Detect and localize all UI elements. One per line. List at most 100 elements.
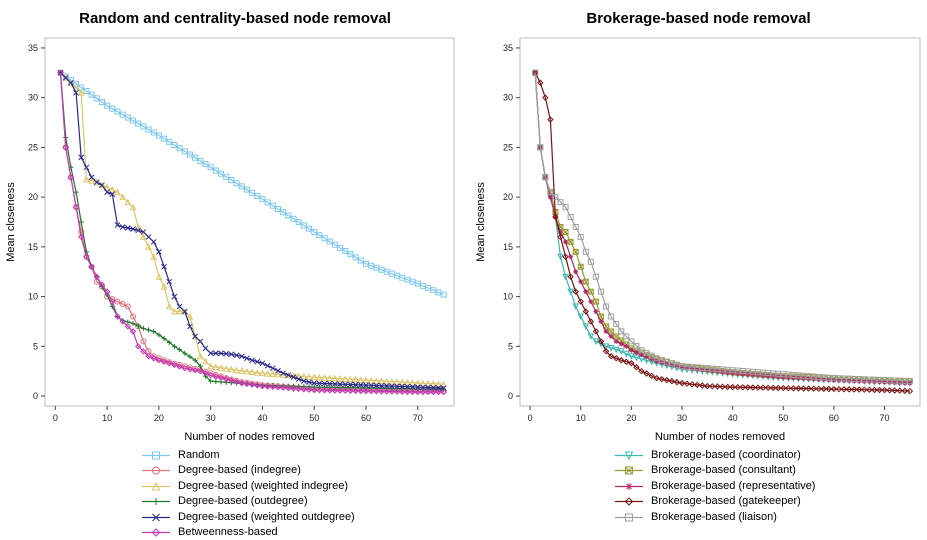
data-point-marker	[187, 354, 193, 360]
data-point-marker	[192, 357, 198, 363]
data-point-marker	[850, 386, 858, 393]
data-point-marker	[150, 355, 157, 362]
data-point-marker	[269, 370, 277, 377]
data-point-marker	[326, 380, 333, 387]
data-point-marker	[373, 388, 380, 395]
data-point-marker	[274, 205, 281, 212]
data-point-marker	[871, 379, 877, 385]
data-point-marker	[316, 373, 323, 381]
data-point-marker	[587, 258, 594, 265]
data-point-marker	[820, 385, 828, 393]
data-point-marker	[166, 339, 172, 345]
data-point-marker	[233, 180, 240, 187]
data-point-marker	[587, 318, 595, 325]
data-point-marker	[212, 363, 220, 371]
legend-label: Degree-based (weighted outdegree)	[178, 510, 355, 523]
left-plot-area: 0 10 20 30 40 50 60 70 0 5 10 15 20 25 30 35 Number of n…	[5, 37, 455, 443]
data-point-marker	[228, 351, 235, 358]
data-point-marker	[192, 154, 199, 161]
data-point-marker	[542, 174, 549, 181]
data-point-marker	[608, 333, 614, 339]
data-point-marker	[83, 164, 90, 171]
data-point-marker	[337, 244, 344, 251]
data-point-marker	[182, 350, 188, 356]
series-line	[60, 72, 444, 389]
y-tick-label: 25	[503, 142, 513, 152]
series-line	[534, 72, 910, 382]
data-point-marker	[166, 360, 173, 367]
data-point-marker	[754, 384, 762, 391]
data-point-marker	[815, 385, 822, 393]
data-point-marker	[83, 175, 90, 183]
data-point-marker	[435, 380, 442, 387]
data-point-marker	[367, 387, 375, 395]
data-point-marker	[151, 481, 161, 491]
data-point-marker	[845, 386, 853, 393]
data-point-marker	[688, 381, 696, 388]
data-point-marker	[906, 387, 914, 395]
data-point-marker	[207, 164, 214, 171]
data-point-marker	[145, 234, 152, 240]
data-point-marker	[618, 341, 624, 347]
data-point-marker	[562, 204, 569, 211]
series-line	[59, 72, 444, 392]
data-point-marker	[156, 332, 162, 338]
data-point-marker	[264, 383, 271, 390]
data-point-marker	[108, 186, 116, 193]
right-chart-panel: Brokerage-based node removal 0 10 20 30 40 50…	[470, 0, 927, 533]
series-brokerage-based-coordinator	[531, 69, 914, 387]
data-point-marker	[72, 203, 80, 211]
plot-frame	[44, 37, 455, 407]
data-point-marker	[587, 288, 594, 295]
y-axis-title: Mean closeness	[5, 182, 17, 262]
legend-swatch	[615, 466, 643, 475]
data-point-marker	[161, 135, 168, 142]
data-point-marker	[567, 273, 574, 280]
legend-label: Random	[178, 449, 220, 461]
data-point-marker	[212, 350, 219, 357]
data-point-marker	[316, 232, 323, 239]
data-point-marker	[383, 388, 390, 395]
legend-swatch	[142, 513, 170, 521]
data-point-marker	[568, 254, 574, 260]
data-point-marker	[780, 384, 787, 392]
data-point-marker	[171, 307, 178, 315]
x-tick-label: 30	[677, 413, 687, 423]
data-point-marker	[145, 353, 152, 360]
data-point-marker	[582, 323, 590, 331]
data-point-marker	[602, 343, 610, 350]
data-point-marker	[103, 288, 111, 295]
x-tick-label: 0	[53, 413, 58, 423]
data-point-marker	[764, 384, 772, 392]
data-point-marker	[624, 451, 634, 461]
data-point-marker	[719, 383, 726, 390]
data-point-marker	[331, 241, 338, 248]
data-point-marker	[93, 273, 100, 280]
series-random	[57, 69, 447, 298]
data-point-marker	[552, 194, 559, 201]
data-point-marker	[202, 357, 209, 365]
data-point-marker	[861, 378, 867, 384]
data-point-marker	[699, 367, 705, 373]
y-tick-label: 10	[503, 292, 513, 302]
data-point-marker	[217, 364, 225, 371]
data-point-marker	[259, 360, 266, 367]
data-point-marker	[414, 388, 421, 396]
data-point-marker	[347, 251, 354, 258]
legend-swatch	[615, 513, 643, 522]
data-point-marker	[759, 384, 767, 391]
data-point-marker	[572, 248, 579, 255]
data-point-marker	[378, 382, 385, 389]
data-point-marker	[119, 301, 126, 308]
data-point-marker	[186, 365, 194, 373]
data-point-marker	[578, 279, 584, 285]
data-point-marker	[704, 382, 711, 390]
data-point-marker	[311, 380, 318, 386]
data-point-marker	[119, 193, 126, 201]
data-point-marker	[310, 373, 318, 381]
legend-label: Betweenness-based	[178, 525, 278, 538]
data-point-marker	[62, 144, 69, 151]
data-point-marker	[835, 385, 843, 393]
data-point-marker	[337, 381, 343, 387]
data-point-marker	[881, 386, 888, 394]
